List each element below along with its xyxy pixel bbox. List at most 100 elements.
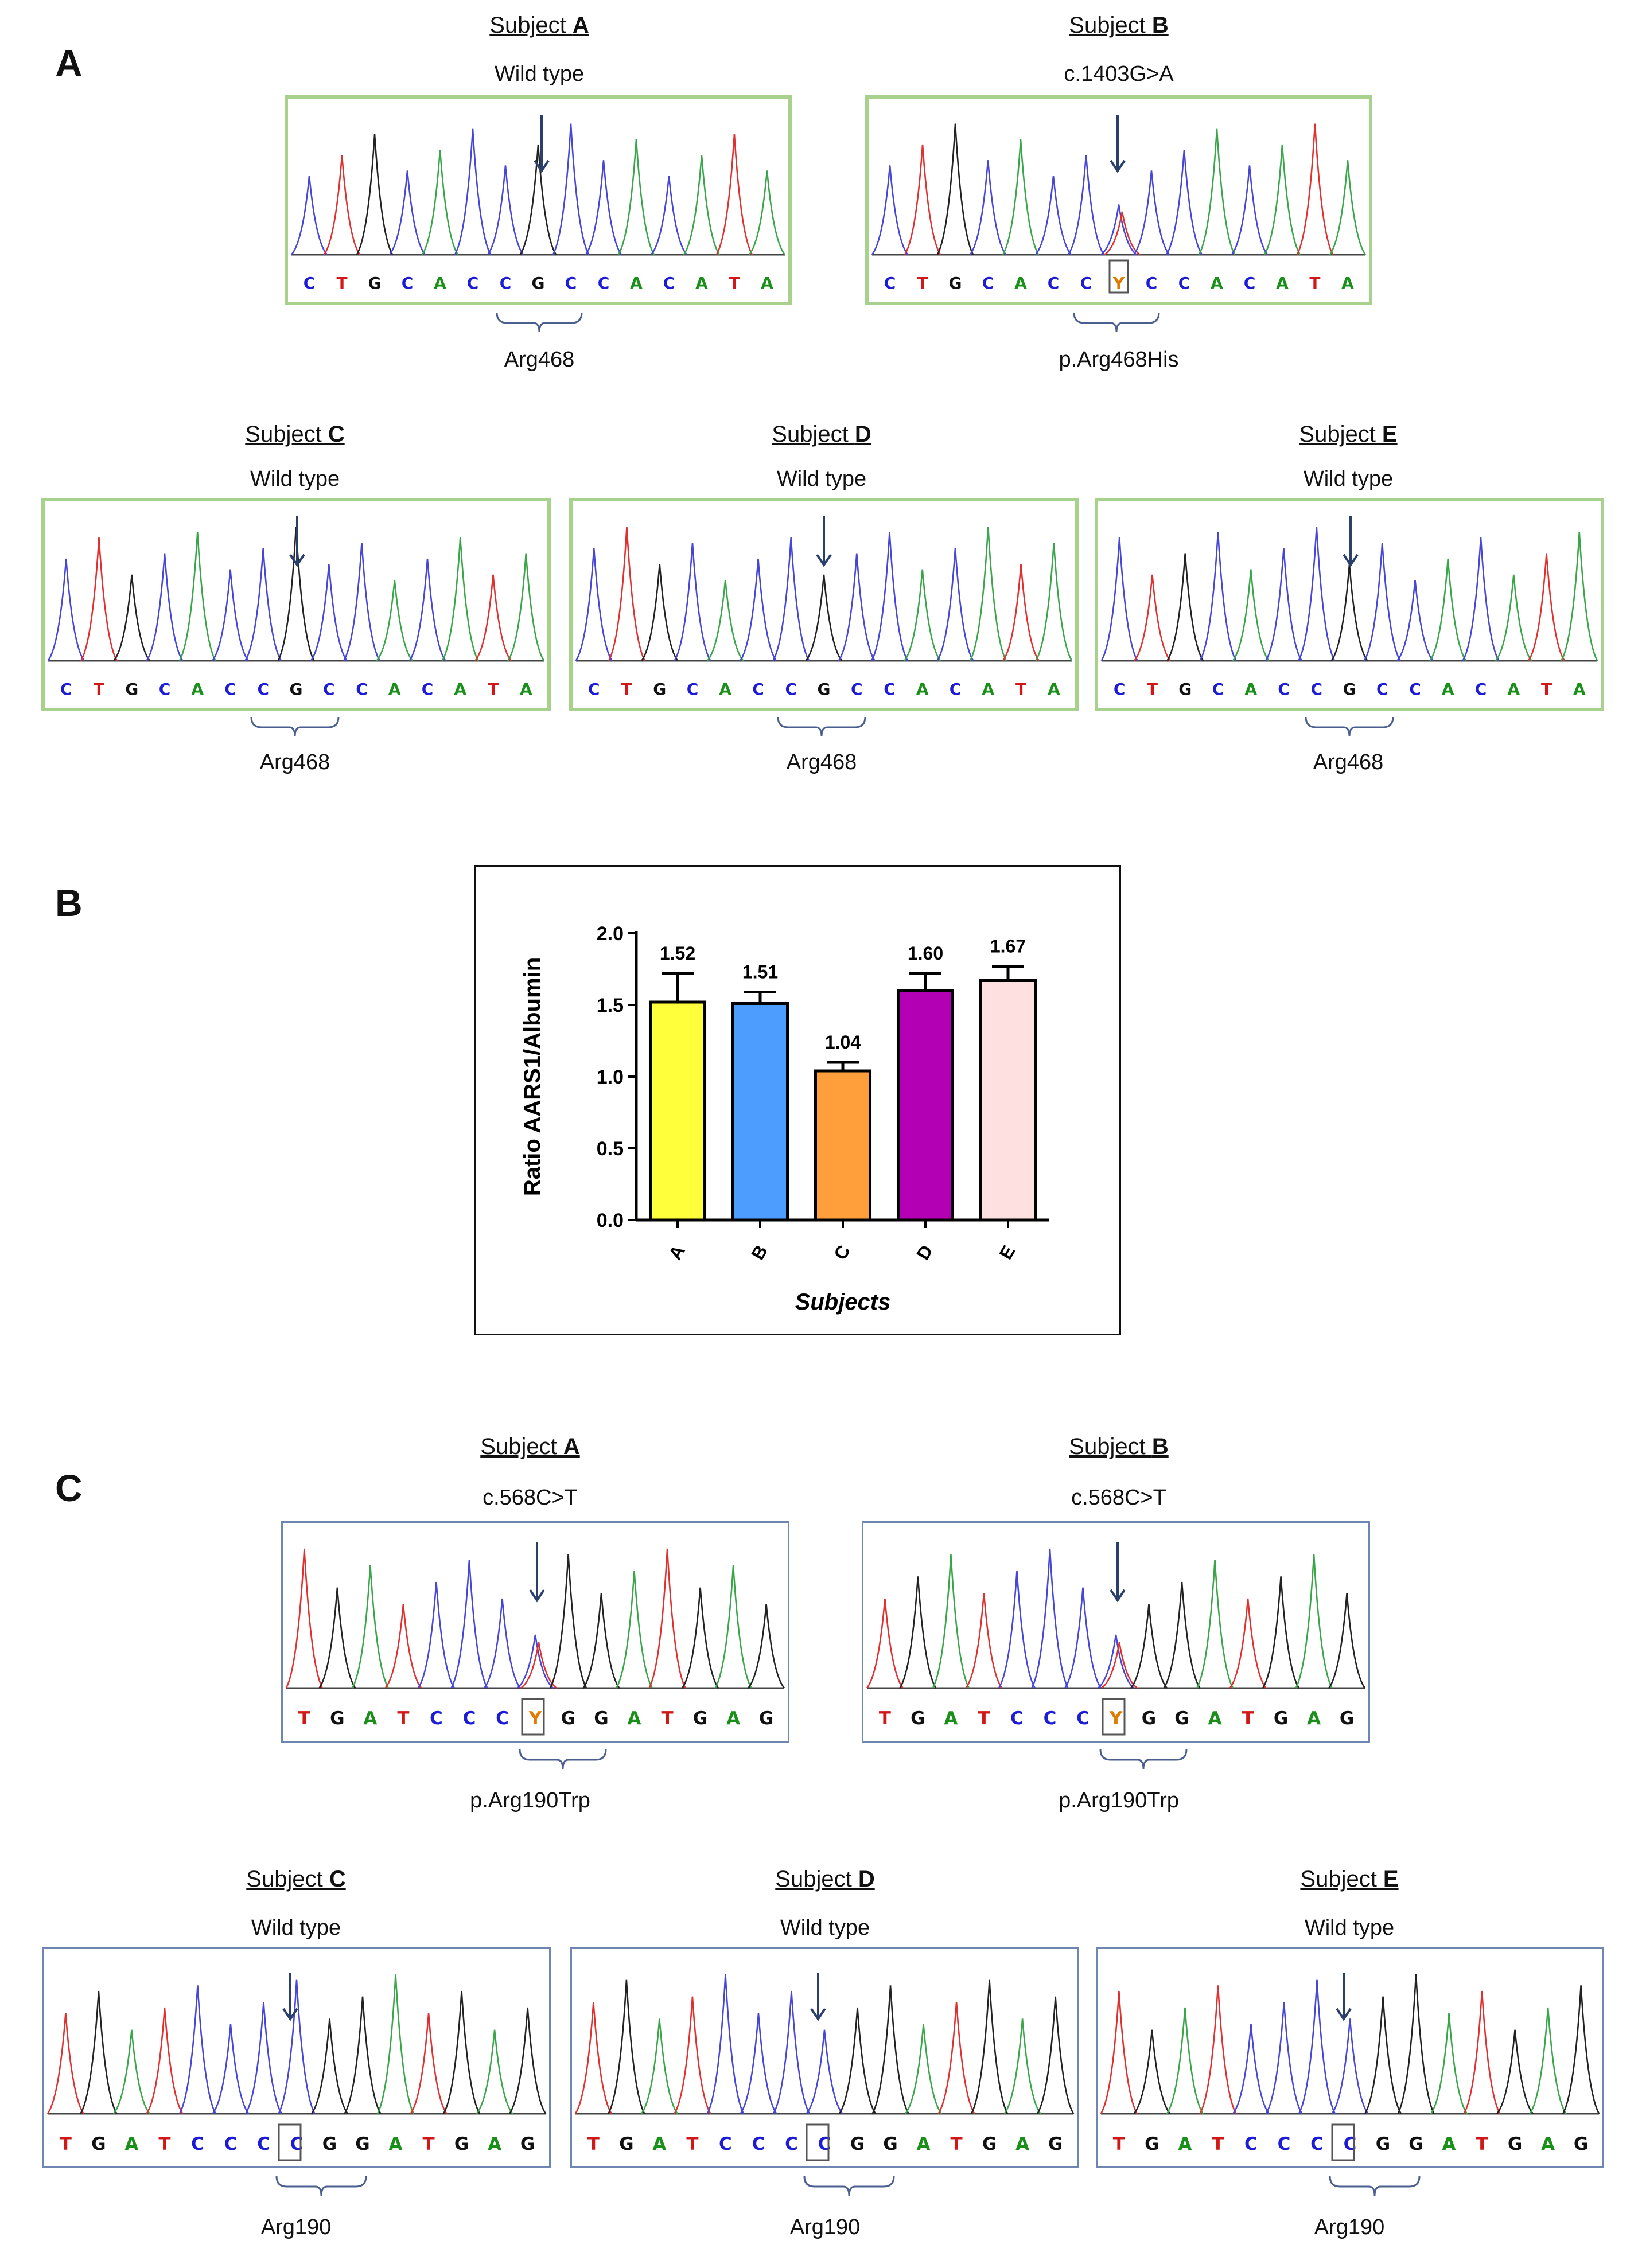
trace-peak (936, 548, 974, 661)
panel-c-subject-e-title: Subject E (1300, 1866, 1399, 1892)
base-call: C (884, 680, 896, 699)
base-call: G (619, 2134, 634, 2154)
trace-peak (932, 1554, 970, 1689)
trace-peak (641, 564, 679, 661)
base-call: C (224, 2134, 238, 2154)
bar-value-label: 1.04 (825, 1032, 861, 1053)
trace-peak (178, 1985, 217, 2114)
trace-peak (1036, 1996, 1075, 2114)
base-call: A (1014, 274, 1027, 293)
base-call: C (1113, 680, 1126, 699)
base-call: G (322, 2134, 337, 2154)
trace-peak (747, 1604, 785, 1689)
base-call: C (982, 274, 994, 293)
base-call: T (487, 680, 499, 699)
trace-peak (739, 558, 777, 661)
base-call: C (818, 2134, 831, 2154)
trace-peak (969, 160, 1007, 255)
base-call: G (653, 680, 667, 699)
trace-peak (1529, 2007, 1567, 2114)
trace-peak (450, 1560, 488, 1689)
trace-peak (748, 170, 786, 255)
base-call: G (817, 680, 831, 699)
base-call: G (594, 1708, 609, 1729)
bar-chart-frame: 0.0 0.5 1.0 1.5 2.0 Ratio AARS1/Albumin 1.52 A 1… (474, 865, 1121, 1335)
trace-peak (1295, 1554, 1333, 1689)
base-call: G (1145, 2134, 1159, 2154)
chromatogram-trace (574, 1974, 1075, 2115)
base-call: C (1043, 1708, 1057, 1729)
base-call: T (1476, 2134, 1488, 2154)
base-call: C (785, 2134, 798, 2154)
trace-peak (421, 149, 459, 255)
trace-peak (1100, 1990, 1138, 2114)
base-call: C (290, 2134, 304, 2154)
base-call: C (949, 680, 962, 699)
trace-peak (608, 1979, 645, 2114)
trace-peak (965, 1593, 1003, 1689)
x-tick-label: C (830, 1241, 854, 1263)
base-call: T (686, 2134, 699, 2154)
panel-label-a: A (55, 42, 83, 84)
bar-C (814, 1069, 872, 1222)
bar-value-label: 1.60 (908, 943, 943, 964)
codon-brace (519, 1749, 607, 1770)
trace-peak (376, 1974, 415, 2114)
trace-peak (674, 542, 711, 661)
base-call: A (652, 2134, 667, 2154)
trace-peak (1067, 155, 1105, 255)
base-call: C (686, 680, 699, 699)
trace-peak (683, 155, 721, 255)
y-tick-label: 0.5 (597, 1138, 624, 1160)
base-call: C (462, 1708, 476, 1729)
chromatogram-trace (290, 123, 786, 256)
chromatogram-trace (871, 123, 1367, 256)
codon-brace (803, 2176, 895, 2196)
base-call: C (1243, 274, 1256, 293)
base-call: C (663, 274, 675, 293)
base-call: A (191, 680, 204, 699)
trace-peak (384, 1604, 422, 1689)
base-call: A (388, 2134, 403, 2154)
base-call: A (1276, 274, 1289, 293)
base-call: A (630, 274, 643, 293)
trace-peak (615, 1571, 653, 1689)
trace-peak (998, 1571, 1036, 1689)
base-call: G (692, 1708, 708, 1729)
trace-peak (1031, 1548, 1069, 1689)
trace-peak (417, 1581, 456, 1689)
trace-peak (1430, 2013, 1468, 2114)
trace-peak (552, 123, 590, 255)
base-call: C (597, 274, 610, 293)
base-call: C (1178, 274, 1190, 293)
base-call: C (1244, 2134, 1258, 2154)
panel-c-subject-d-title: Subject D (775, 1866, 875, 1892)
base-call: G (330, 1708, 345, 1729)
base-call: C (785, 680, 797, 699)
chromatogram-trace (46, 1974, 547, 2115)
base-call: C (1145, 274, 1158, 293)
y-tick-label: 2.0 (597, 923, 624, 945)
panel-c-subject-c-title: Subject C (246, 1866, 346, 1892)
trace-peak (146, 2007, 184, 2114)
base-call: G (368, 274, 382, 293)
base-call: T (298, 1708, 310, 1729)
base-call: G (982, 2134, 997, 2154)
base-call: A (454, 680, 467, 699)
panel-c-subject-c-mutation: Wild type (251, 1916, 341, 1940)
trace-peak (650, 176, 688, 255)
base-call: C (1343, 2134, 1357, 2154)
base-call: A (519, 680, 532, 699)
panel-a-subject-a-residue: Arg468 (504, 348, 575, 372)
trace-peak (1265, 2002, 1303, 2114)
base-call: C (850, 680, 863, 699)
base-call: A (388, 680, 401, 699)
x-tick-label: E (995, 1242, 1020, 1262)
base-call: C (1212, 680, 1224, 699)
bar-D (896, 989, 955, 1222)
trace-peak (870, 532, 909, 661)
